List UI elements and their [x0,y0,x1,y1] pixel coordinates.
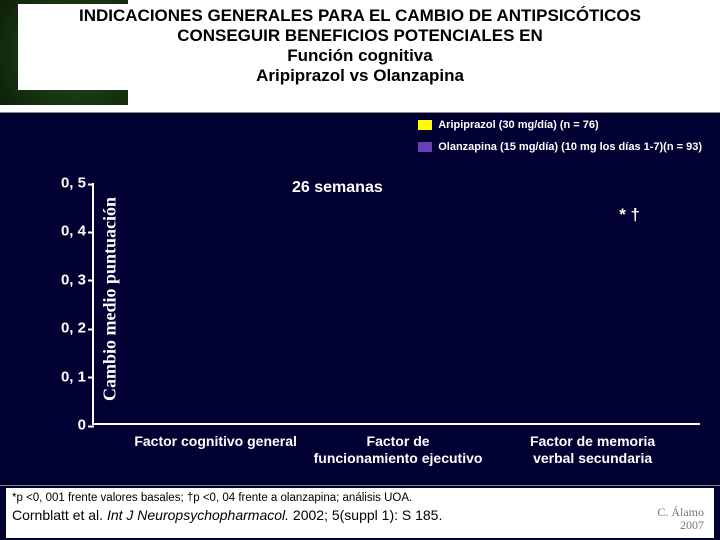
legend-item-1: Aripiprazol (30 mg/día) (n = 76) [418,119,702,131]
chart-annotation: * † [619,205,640,225]
legend-label-2: Olanzapina (15 mg/día) (10 mg los días 1… [438,141,702,153]
legend-swatch-2 [418,142,432,152]
category-label: Factor cognitivo general [131,425,301,450]
chart-inline-text: 26 semanas [292,179,383,197]
citation: Cornblatt et al. Int J Neuropsychopharma… [12,507,708,523]
y-tick: 0, 3 [42,271,86,288]
footnote-text: *p <0, 001 frente valores basales; †p <0… [12,492,708,504]
y-tick: 0 [42,417,86,434]
y-tick: 0, 5 [42,175,86,192]
legend-label-1: Aripiprazol (30 mg/día) (n = 76) [438,119,598,131]
credit-name: C. Álamo [657,506,704,519]
author-credit: C. Álamo 2007 [657,506,704,532]
category-label: Factor de funcionamiento ejecutivo [313,425,483,467]
legend-swatch-1 [418,120,432,130]
category-label: Factor de memoria verbal secundaria [508,425,678,467]
title-line-3: Función cognitiva [18,46,702,66]
legend: Aripiprazol (30 mg/día) (n = 76) Olanzap… [418,119,702,163]
chart-panel: Aripiprazol (30 mg/día) (n = 76) Olanzap… [0,112,720,486]
y-tick: 0, 1 [42,368,86,385]
credit-year: 2007 [657,519,704,532]
y-tick: 0, 2 [42,320,86,337]
title-line-4: Aripiprazol vs Olanzapina [18,66,702,86]
y-tick: 0, 4 [42,223,86,240]
legend-item-2: Olanzapina (15 mg/día) (10 mg los días 1… [418,141,702,153]
y-axis-line [92,183,94,425]
footnote-panel: *p <0, 001 frente valores basales; †p <0… [6,488,714,538]
title-line-1: INDICACIONES GENERALES PARA EL CAMBIO DE… [18,6,702,26]
title-line-2: CONSEGUIR BENEFICIOS POTENCIALES EN [18,26,702,46]
citation-rest: 2002; 5(suppl 1): S 185. [293,507,442,523]
citation-journal: Int J Neuropsychopharmacol. [107,507,289,523]
citation-authors: Cornblatt et al. [12,507,107,523]
plot-area: 26 semanas * † 00, 10, 20, 30, 40, 5Fact… [92,183,700,425]
